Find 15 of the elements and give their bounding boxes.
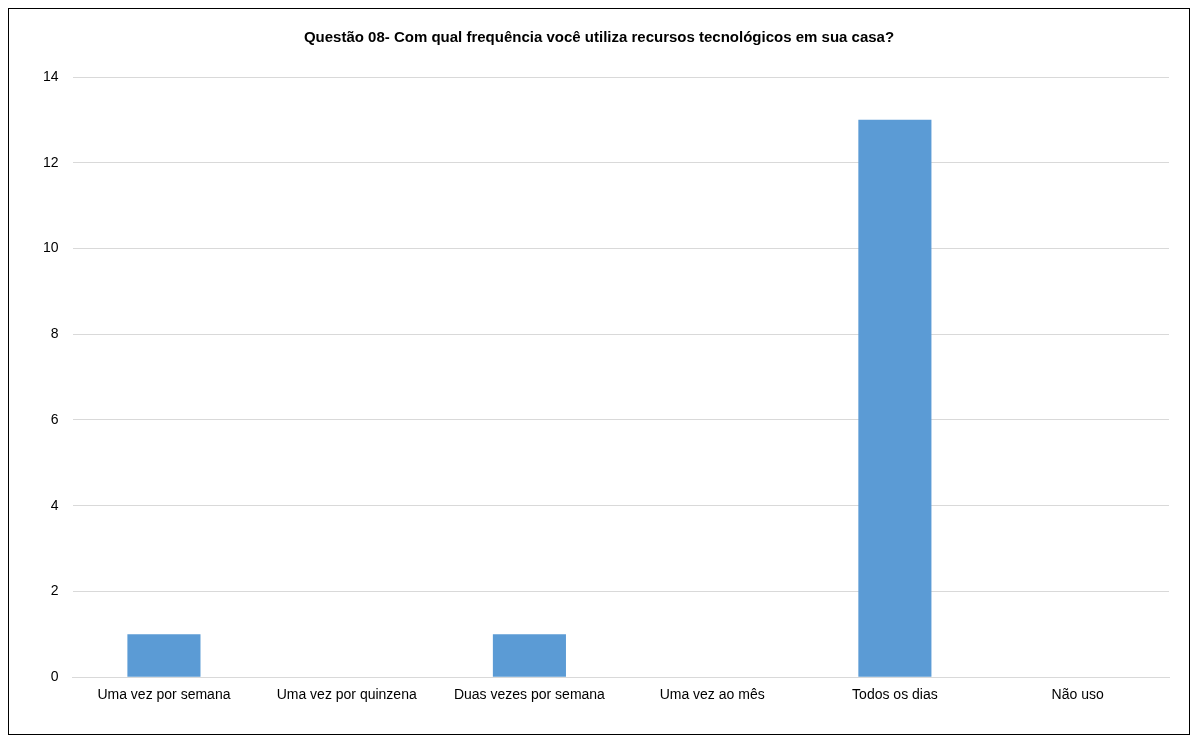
y-tick-label: 14 [42, 67, 59, 84]
x-tick-label: Uma vez por quinzena [276, 686, 417, 703]
y-tick-label: 12 [42, 153, 59, 170]
x-tick-label: Uma vez ao mês [659, 686, 765, 703]
x-tick-label: Não uso [1051, 686, 1104, 703]
x-tick-label: Todos os dias [852, 686, 938, 703]
y-tick-label: 6 [50, 410, 59, 427]
y-tick-label: 10 [42, 239, 59, 256]
chart-title: Questão 08- Com qual frequência você utiliza recursos tecnológicos em sua casa? [303, 28, 895, 46]
y-tick-label: 8 [50, 325, 59, 342]
y-tick-label: 4 [50, 496, 59, 513]
x-tick-label: Duas vezes por semana [453, 686, 606, 703]
y-tick-label: 0 [50, 668, 59, 685]
y-tick-label: 2 [50, 582, 59, 599]
x-tick-label: Uma vez por semana [97, 686, 231, 703]
